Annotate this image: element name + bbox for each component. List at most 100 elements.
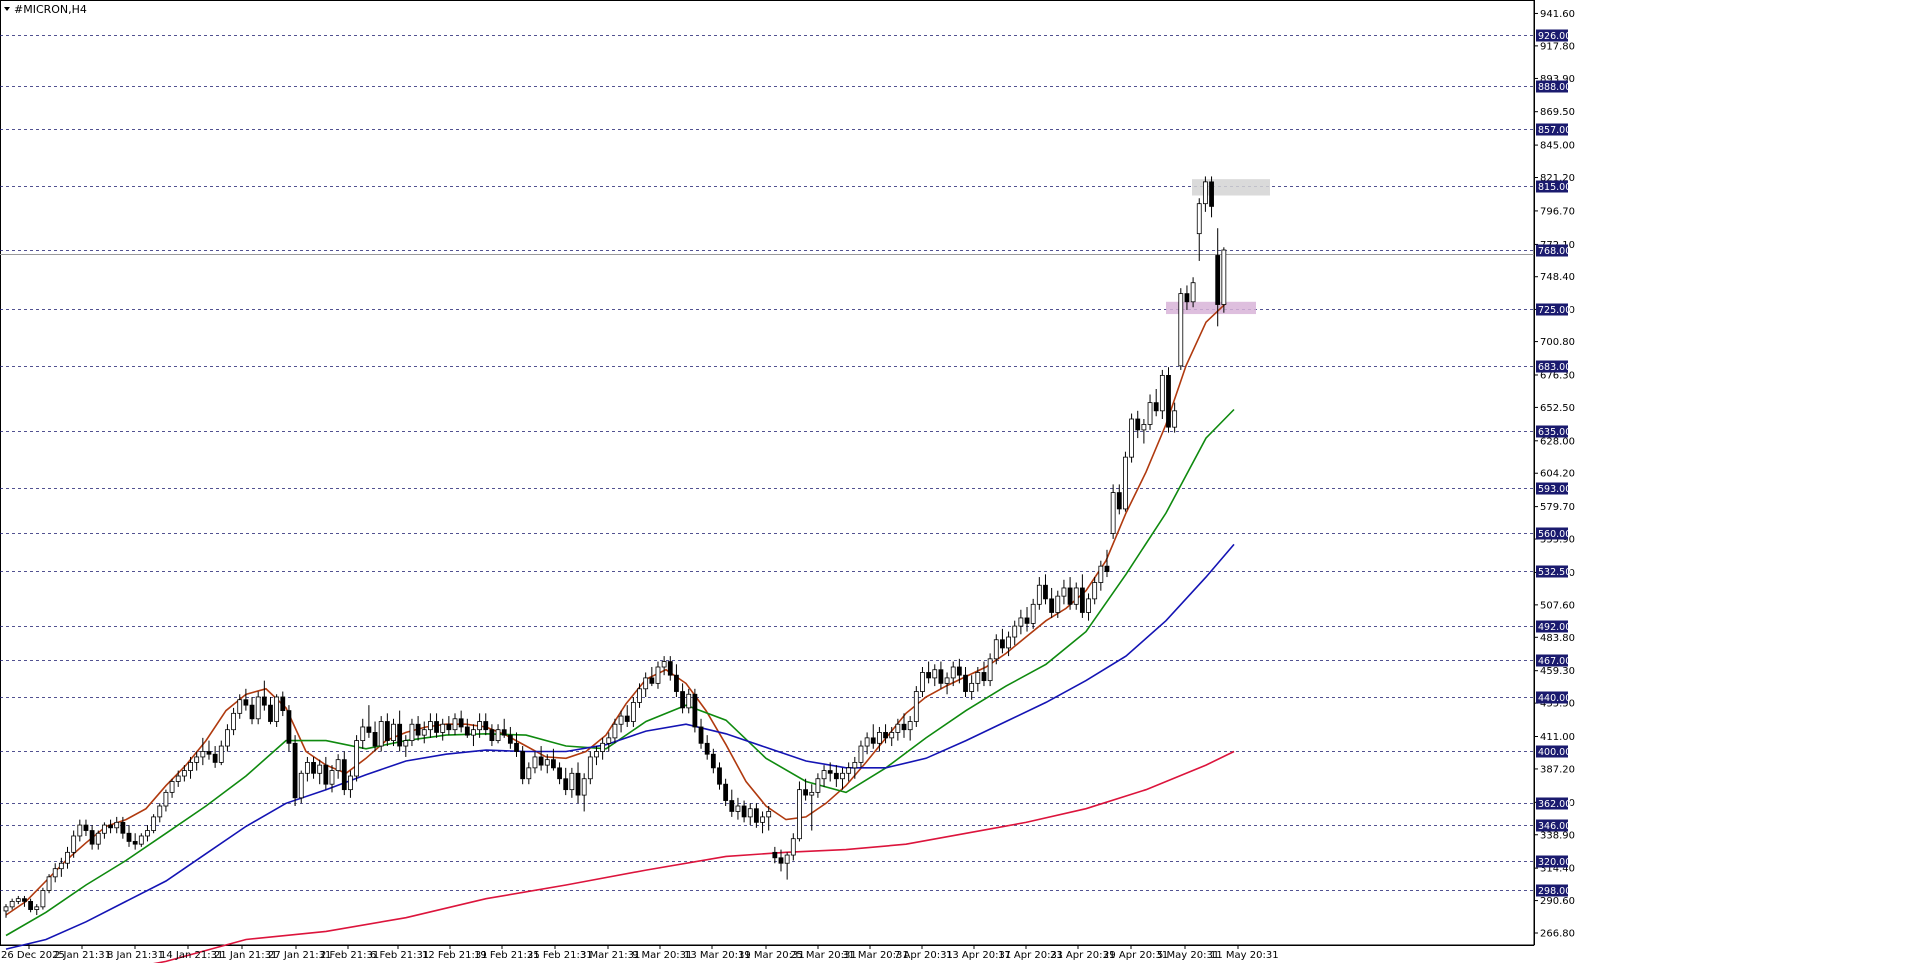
- candle-150: [926, 661, 932, 684]
- candle-93: [575, 762, 581, 804]
- candle-45: [280, 691, 286, 717]
- candle-111: [686, 688, 692, 714]
- candle-body-bull: [1172, 410, 1178, 428]
- candle-body-bear: [963, 674, 968, 692]
- candle-49: [304, 756, 310, 782]
- level-badge-11: 492.00: [1536, 620, 1571, 633]
- level-badge-text: 298.00: [1538, 886, 1571, 897]
- candle-body-bear: [717, 767, 722, 785]
- y-tick-label-18: 507.60: [1540, 600, 1575, 611]
- level-badge-bg: [1536, 303, 1568, 316]
- candle-178: [1098, 560, 1104, 591]
- candle-body-bear: [483, 721, 489, 731]
- y-tick-label-23: 387.20: [1540, 764, 1575, 775]
- candle-13: [83, 819, 89, 836]
- y-tick-label-13: 628.00: [1540, 436, 1575, 447]
- candle-0: [3, 904, 9, 918]
- candle-body-bull: [1006, 636, 1011, 649]
- candle-body-bull: [913, 691, 919, 722]
- level-badge-bg: [1536, 360, 1568, 373]
- candle-body-bull: [606, 737, 612, 744]
- y-tick-label-26: 314.40: [1540, 864, 1575, 875]
- candle-body-bull: [1098, 565, 1104, 583]
- candle-body-bear: [981, 672, 987, 682]
- candle-127: [784, 852, 790, 880]
- x-tick-label-17: 7 Apr 20:31: [894, 950, 953, 961]
- candle-body-bull: [532, 756, 538, 769]
- candle-91: [563, 767, 569, 796]
- candle-body-bull: [428, 721, 433, 731]
- candle-body-bull: [895, 723, 901, 733]
- candle-67: [415, 716, 421, 741]
- candle-148: [913, 686, 919, 727]
- candle-body-bear: [870, 737, 876, 744]
- candle-59: [366, 705, 372, 738]
- candle-body-bull: [95, 832, 101, 845]
- candle-195: [1202, 176, 1208, 212]
- y-tick-label-12: 652.50: [1540, 403, 1575, 414]
- candle-104: [643, 672, 649, 697]
- candle-118: [729, 789, 735, 817]
- candle-body-bull: [495, 729, 501, 741]
- candle-191: [1178, 288, 1184, 370]
- candle-body-bull: [403, 740, 409, 747]
- level-badge-text: 346.00: [1538, 821, 1571, 832]
- candle-body-bull: [790, 838, 796, 856]
- candle-body-bull: [218, 745, 224, 763]
- candle-body-bear: [827, 770, 833, 774]
- candle-body-bear: [741, 805, 747, 818]
- candle-161: [993, 634, 999, 665]
- candle-body-bull: [1147, 402, 1153, 425]
- level-badge-text: 320.00: [1538, 857, 1571, 868]
- candle-115: [710, 748, 716, 774]
- candle-body-bull: [612, 723, 618, 739]
- x-tick-label-1: 2 Jan 21:31: [54, 950, 111, 961]
- candle-body-bull: [58, 862, 64, 870]
- candle-140: [864, 732, 870, 755]
- candle-body-bull: [114, 821, 120, 829]
- candle-body-bear: [1153, 402, 1159, 412]
- level-badge-4: 768.00: [1536, 244, 1571, 257]
- candle-body-bear: [926, 672, 932, 679]
- y-tick-label-16: 555.90: [1540, 535, 1575, 546]
- candle-body-bull: [993, 639, 999, 660]
- candle-25: [157, 803, 163, 823]
- candle-body-bear: [520, 751, 526, 780]
- x-tick-label-20: 23 Apr 20:31: [1050, 950, 1115, 961]
- chart-title: #MICRON,H4: [14, 3, 87, 16]
- candle-167: [1030, 598, 1036, 629]
- candle-body-bear: [723, 783, 729, 801]
- x-tick-label-2: 8 Jan 21:31: [107, 950, 164, 961]
- candle-body-bear: [692, 693, 698, 728]
- candle-body-bull: [1073, 587, 1079, 605]
- y-tick-label-11: 676.30: [1540, 370, 1575, 381]
- y-tick-label-6: 796.70: [1540, 206, 1575, 217]
- candle-body-bull: [1129, 418, 1134, 458]
- candle-body-bear: [1166, 374, 1171, 428]
- candle-body-bull: [766, 811, 772, 818]
- candle-body-bear: [563, 778, 569, 791]
- y-tick-label-14: 604.20: [1540, 469, 1575, 480]
- candle-body-bull: [329, 770, 335, 785]
- level-badge-bg: [1536, 425, 1568, 438]
- candle-85: [526, 762, 532, 785]
- candle-body-bear: [83, 824, 89, 831]
- candle-body-bull: [335, 759, 341, 771]
- y-tick-label-20: 459.30: [1540, 666, 1575, 677]
- candle-body-bull: [932, 669, 938, 679]
- candle-body-bear: [22, 898, 27, 902]
- candle-body-bull: [975, 672, 981, 684]
- candle-70: [434, 713, 439, 738]
- candle-body-bear: [212, 753, 218, 763]
- candle-48: [298, 770, 304, 804]
- candle-137: [846, 762, 852, 782]
- candle-46: [286, 705, 292, 752]
- candle-10: [65, 846, 70, 869]
- candle-179: [1104, 549, 1110, 578]
- candle-body-bull: [255, 696, 261, 720]
- candle-114: [704, 735, 710, 760]
- candle-body-bull: [354, 740, 359, 777]
- candle-body-bull: [618, 715, 624, 725]
- candle-body-bull: [1221, 249, 1227, 305]
